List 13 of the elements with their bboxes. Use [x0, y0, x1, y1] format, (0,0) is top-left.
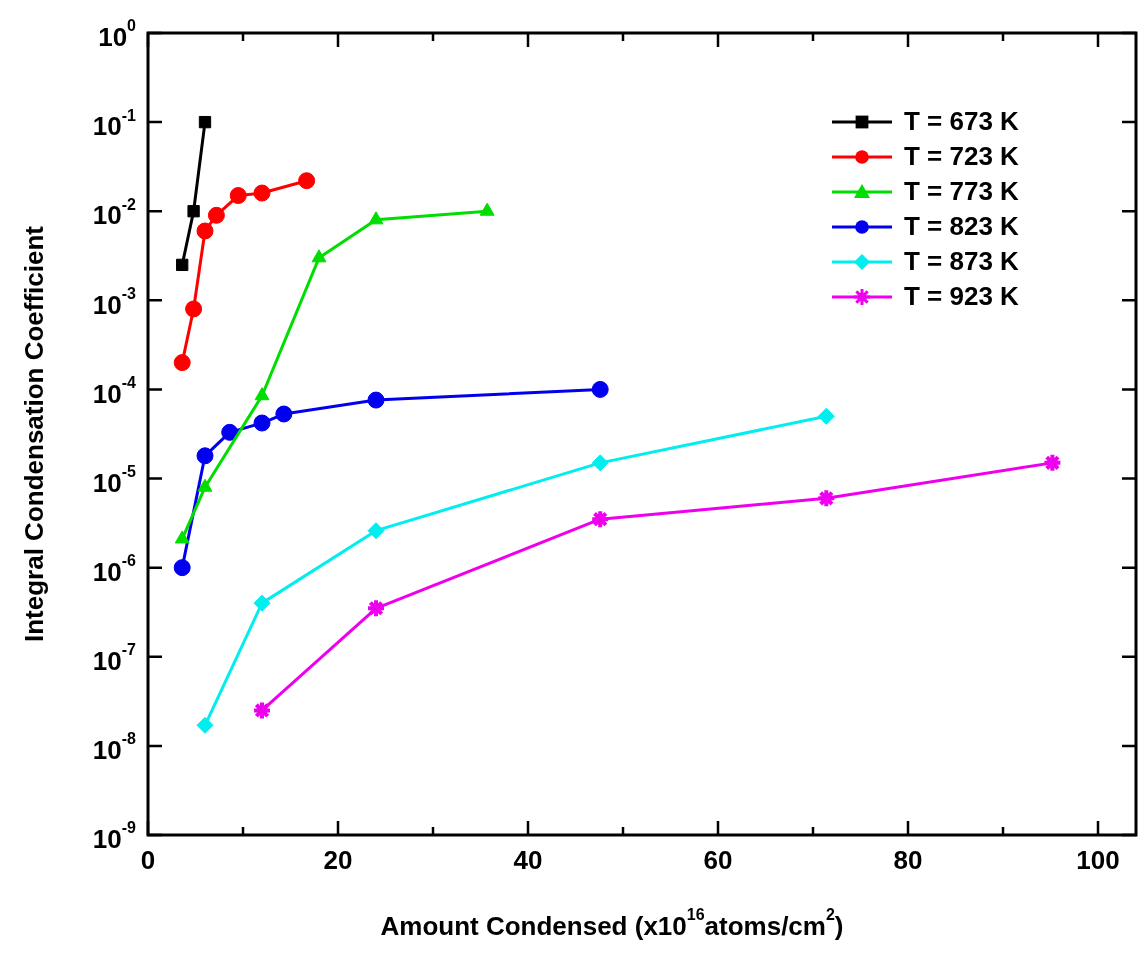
legend-label: T = 723 K: [904, 141, 1020, 172]
x-tick-label: 0: [140, 845, 156, 876]
legend-label: T = 773 K: [904, 176, 1020, 207]
x-tick-label: 20: [323, 845, 353, 876]
x-tick-label: 40: [513, 845, 543, 876]
x-tick-label: 100: [1076, 845, 1120, 876]
y-axis-title: Integral Condensation Coefficient: [19, 225, 50, 643]
legend-label: T = 823 K: [904, 211, 1020, 242]
legend-label: T = 873 K: [904, 246, 1020, 277]
legend-label: T = 673 K: [904, 106, 1020, 137]
x-tick-label: 80: [893, 845, 923, 876]
x-tick-label: 60: [703, 845, 733, 876]
legend-label: T = 923 K: [904, 281, 1020, 312]
